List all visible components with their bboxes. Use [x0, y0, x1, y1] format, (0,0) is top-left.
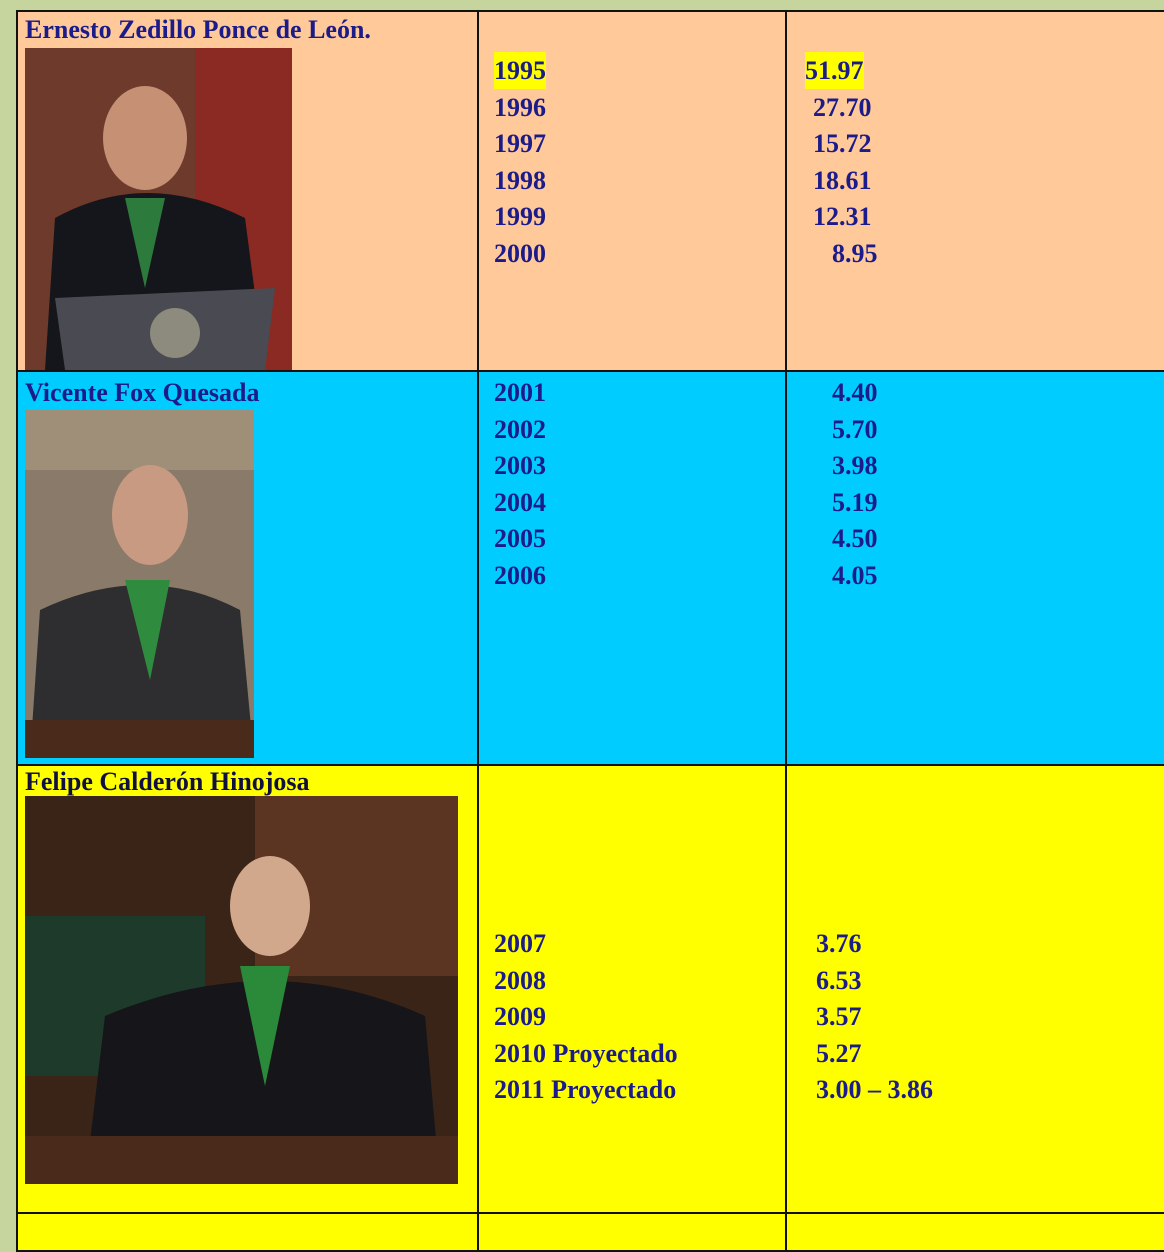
photo	[25, 796, 458, 1184]
inflation-value: 6.53	[816, 962, 862, 999]
inflation-value: 8.95	[832, 235, 878, 272]
year: 1999	[494, 198, 546, 235]
inflation-value: 4.05	[832, 557, 878, 594]
photo	[25, 48, 292, 370]
year: 1998	[494, 162, 546, 199]
year: 2009	[494, 998, 546, 1035]
inflation-value: 5.27	[816, 1035, 862, 1072]
year: 2000	[494, 235, 546, 272]
inflation-value: 5.70	[832, 411, 878, 448]
president-name: Ernesto Zedillo Ponce de León.	[25, 11, 371, 48]
year: 2005	[494, 520, 546, 557]
year: 2002	[494, 411, 546, 448]
year: 1995	[494, 52, 546, 89]
year: 2007	[494, 925, 546, 962]
year: 2004	[494, 484, 546, 521]
inflation-value: 15.72	[813, 125, 872, 162]
year: 2011 Proyectado	[494, 1071, 676, 1108]
year: 1997	[494, 125, 546, 162]
president-name: Felipe Calderón Hinojosa	[25, 763, 310, 800]
year: 2003	[494, 447, 546, 484]
inflation-value: 18.61	[813, 162, 872, 199]
inflation-value: 4.40	[832, 374, 878, 411]
inflation-value: 5.19	[832, 484, 878, 521]
inflation-value: 3.57	[816, 998, 862, 1035]
year: 1996	[494, 89, 546, 126]
year: 2006	[494, 557, 546, 594]
inflation-value: 3.98	[832, 447, 878, 484]
cell	[785, 1212, 1164, 1252]
inflation-value: 3.76	[816, 925, 862, 962]
photo	[25, 410, 254, 758]
president-name: Vicente Fox Quesada	[25, 374, 259, 411]
year: 2010 Proyectado	[494, 1035, 678, 1072]
inflation-value: 12.31	[813, 198, 872, 235]
cell	[477, 1212, 787, 1252]
year: 2008	[494, 962, 546, 999]
cell	[16, 1212, 479, 1252]
inflation-value: 27.70	[813, 89, 872, 126]
year: 2001	[494, 374, 546, 411]
inflation-value: 3.00 – 3.86	[816, 1071, 933, 1108]
inflation-value: 4.50	[832, 520, 878, 557]
inflation-value: 51.97	[805, 52, 864, 89]
page: Ernesto Zedillo Ponce de León. 1995 51.97 1…	[0, 0, 1164, 1236]
